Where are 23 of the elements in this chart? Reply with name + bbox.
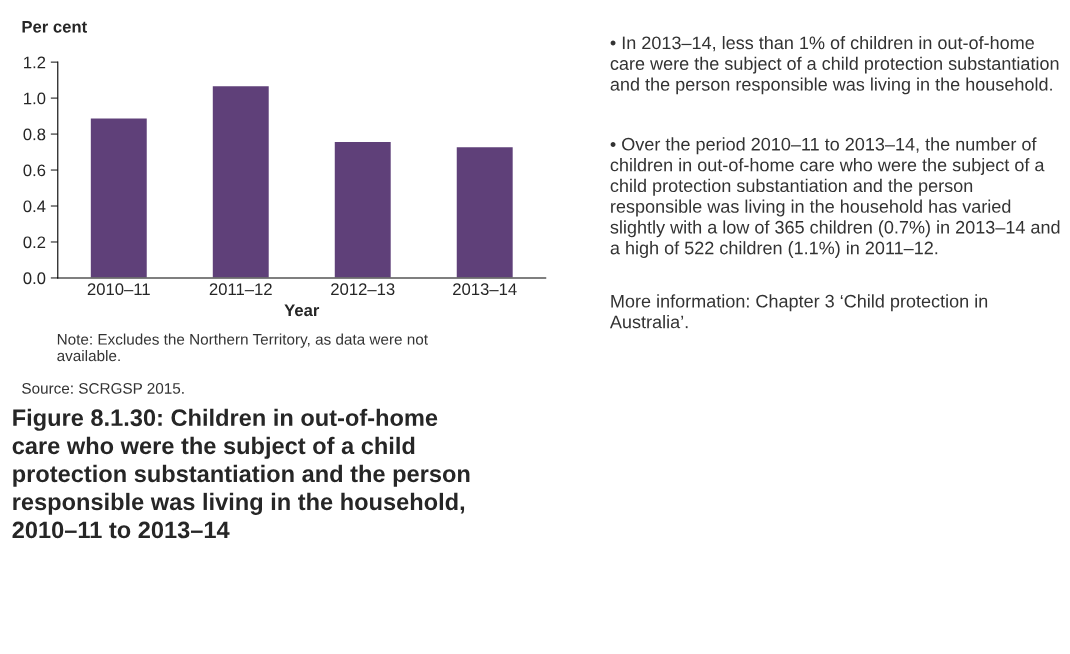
y-tick-label: 0.2: [23, 236, 46, 249]
y-tick-label: 0.6: [23, 164, 46, 177]
x-tick-label: 2013–14: [453, 283, 517, 296]
bar: [333, 140, 393, 278]
y-tick-label: 0.4: [23, 200, 46, 213]
text: • Over the period 2010–11 to 2013–14, the number of children in out-of-home care who were the subject of a child protection substantiation and the person responsible was living in the household has varied slightly with a low of 365 children (0.7%) in 2013–14 and a high of 522 children (1.1%) in 2011–12.: [610, 137, 1060, 258]
bar: [89, 117, 149, 278]
y-tick-label: 0.0: [23, 272, 46, 285]
x-tick-label: 2012–13: [331, 283, 395, 296]
text: Note: Excludes the Northern Territory, as data were not available.: [57, 333, 428, 362]
bar: [455, 145, 515, 278]
text: Figure 8.1.30: Children in out-of-home care who were the subject of a child protection substantiation and the person responsible was living in the household, 2010–11 to 2013–14: [12, 408, 470, 539]
y-tick-label: 0.8: [23, 128, 46, 141]
text: More information: Chapter 3 ‘Child protection in Australia’.: [609, 294, 988, 329]
bar: [211, 84, 271, 278]
x-tick-label: 2011–12: [209, 283, 272, 296]
x-tick-label: 2010–11: [87, 283, 150, 296]
x-axis-title: Year: [284, 304, 320, 317]
y-tick-label: 1.2: [24, 56, 46, 69]
y-tick-label: 1.0: [24, 92, 46, 105]
source-note: Source: SCRGSP 2015.: [22, 382, 184, 394]
text: • In 2013–14, less than 1% of children in out-of-home care were the subject of a child protection substantiation and the person responsible was living in the household.: [610, 35, 1059, 95]
y-axis-title: Per cent: [22, 21, 87, 33]
